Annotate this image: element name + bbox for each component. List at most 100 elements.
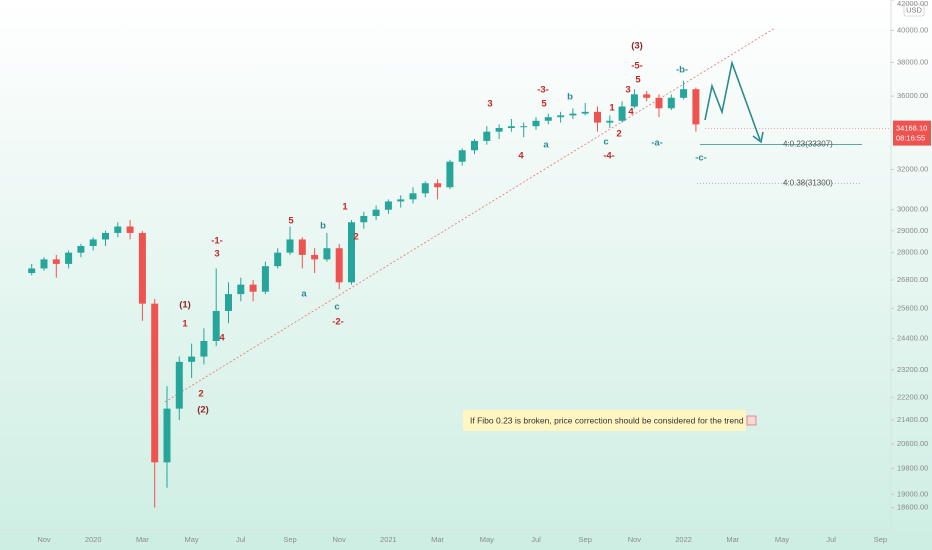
wave-label: 5 <box>541 99 547 110</box>
wave-label: 4 <box>628 107 634 118</box>
wave-label: 1 <box>182 319 188 330</box>
candle-body <box>397 199 405 202</box>
candle-body <box>311 254 319 260</box>
wave-label: 3 <box>487 99 492 110</box>
candle-body <box>114 226 122 233</box>
candle-body <box>28 268 36 274</box>
candle-body <box>286 239 294 253</box>
x-tick-label: Jul <box>531 535 541 544</box>
candle-body <box>606 120 614 123</box>
candle-body <box>643 94 651 98</box>
candle-body <box>261 266 269 292</box>
plot <box>28 80 700 508</box>
candle-body <box>138 232 146 304</box>
y-tick-label: 30000.00 <box>897 205 928 214</box>
candle-body <box>237 284 245 295</box>
x-tick-label: May <box>775 535 789 544</box>
candle-body <box>471 140 478 151</box>
y-tick-label: 19000.00 <box>897 489 928 498</box>
wave-label: -5- <box>631 61 643 72</box>
projection-arrowhead <box>752 131 764 144</box>
x-tick-label: Nov <box>333 535 347 544</box>
candle-body <box>495 128 503 132</box>
candle-body <box>409 193 417 200</box>
candle-body <box>520 126 528 128</box>
candle-body <box>298 239 306 255</box>
trend-line <box>164 27 776 403</box>
candle-body <box>274 252 282 267</box>
x-tick-label: May <box>185 535 199 544</box>
y-tick-label: 21400.00 <box>897 415 928 424</box>
x-tick-label: Nov <box>628 535 642 544</box>
note-box <box>463 410 746 431</box>
y-tick-label: 18600.00 <box>897 503 928 512</box>
candle-body <box>581 111 589 114</box>
wave-label: 5 <box>635 75 641 86</box>
candle-body <box>384 201 392 210</box>
y-tick-label: 28000.00 <box>897 248 928 257</box>
candle-body <box>65 252 73 264</box>
x-tick-label: Jul <box>826 535 836 544</box>
y-tick-label: 26800.00 <box>897 275 928 284</box>
y-tick-label: 36000.00 <box>897 91 928 100</box>
candle-body <box>360 215 368 223</box>
candle-body <box>458 150 466 162</box>
wave-label: b <box>320 221 326 232</box>
candle-body <box>249 284 257 292</box>
wave-label: b <box>567 92 573 103</box>
wave-label: -1- <box>211 236 223 247</box>
y-tick-label: 42000.00 <box>897 0 928 8</box>
currency-box[interactable] <box>903 3 925 17</box>
x-tick-label: May <box>480 535 494 544</box>
y-tick-label: 32000.00 <box>897 164 928 173</box>
wave-label: c <box>603 137 608 148</box>
y-tick-label: 25600.00 <box>897 303 928 312</box>
candle-body <box>421 183 429 194</box>
last-price-tag <box>893 120 931 146</box>
note-icon[interactable] <box>746 415 757 426</box>
wave-label: -b- <box>676 65 688 76</box>
candle-body <box>692 89 700 125</box>
candle-body <box>667 97 675 109</box>
candle-body <box>544 117 552 121</box>
wave-label: 2 <box>616 129 621 140</box>
wave-label: 2 <box>198 389 203 400</box>
candle-body <box>188 356 196 362</box>
y-tick-label: 24400.00 <box>897 333 928 342</box>
wave-label: -a- <box>651 138 663 149</box>
x-tick-label: Mar <box>431 535 444 544</box>
candle-body <box>655 97 663 109</box>
x-tick-label: Mar <box>726 535 739 544</box>
x-tick-label: 2021 <box>380 535 397 544</box>
x-tick-label: Mar <box>136 535 149 544</box>
candle-body <box>212 310 220 341</box>
candle-body <box>680 89 688 98</box>
candle-body <box>594 111 601 123</box>
wave-label: (2) <box>197 405 209 416</box>
y-tick-label: 20600.00 <box>897 439 928 448</box>
y-tick-label: 22200.00 <box>897 392 928 401</box>
candle-body <box>372 209 380 216</box>
y-tick-label: 40000.00 <box>897 25 928 34</box>
x-tick-label: Jul <box>236 535 246 544</box>
y-tick-label: 38000.00 <box>897 57 928 66</box>
candle-body <box>434 183 442 188</box>
x-tick-label: 2020 <box>85 535 102 544</box>
y-tick-label: 29000.00 <box>897 226 928 235</box>
wave-label: 2 <box>353 232 358 243</box>
last-price-label: 34168.10 <box>896 124 927 133</box>
candle-body <box>507 126 515 129</box>
candle-body <box>200 340 208 357</box>
wave-label: 1 <box>609 103 615 114</box>
wave-label: 1 <box>342 202 348 213</box>
x-tick-label: Sep <box>579 535 592 544</box>
candle-body <box>557 115 565 118</box>
x-tick-label: Sep <box>874 535 887 544</box>
note-text: If Fibo 0.23 is broken, price correction… <box>470 415 744 425</box>
candle-body <box>175 361 183 409</box>
fib-label: 4:0.23(33307) <box>783 140 833 149</box>
candle-body <box>630 94 638 107</box>
candle-body <box>323 248 331 260</box>
wave-label: -4- <box>603 151 615 162</box>
x-tick-label: Nov <box>37 535 51 544</box>
